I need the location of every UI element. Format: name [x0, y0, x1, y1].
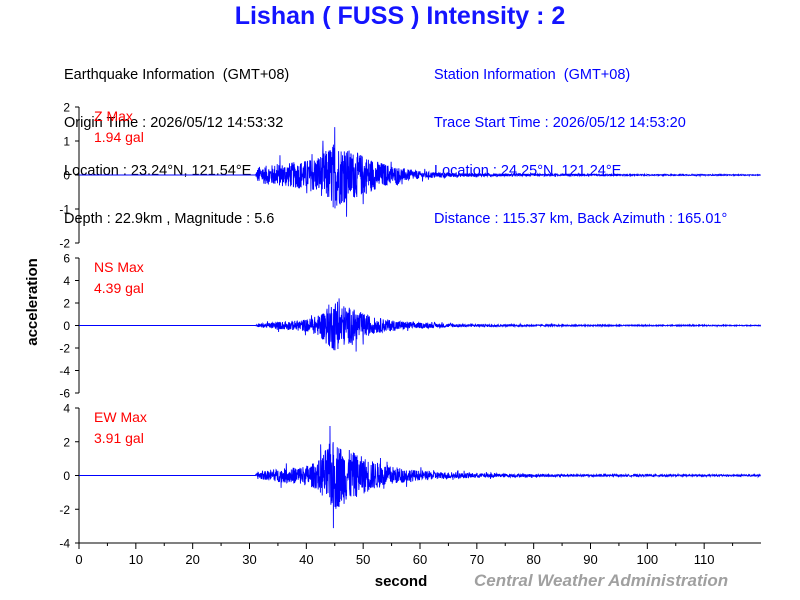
y-tick-label: 1 — [63, 135, 70, 149]
x-tick-label: 40 — [299, 552, 313, 567]
waveform-trace-ew — [79, 425, 762, 529]
distance-azimuth: Distance : 115.37 km, Back Azimuth : 165… — [434, 211, 728, 227]
x-tick-label: 30 — [242, 552, 256, 567]
y-tick-label: 0 — [63, 319, 70, 333]
x-tick-label: 10 — [129, 552, 143, 567]
max-label-ns: NS Max — [94, 259, 144, 275]
page-title: Lishan ( FUSS ) Intensity : 2 — [234, 2, 566, 30]
x-tick-label: 20 — [185, 552, 199, 567]
y-tick-label: 2 — [63, 297, 70, 311]
y-tick-label: 0 — [63, 469, 70, 483]
y-tick-label: -1 — [59, 203, 70, 217]
x-tick-label: 0 — [75, 552, 82, 567]
y-tick-label: 4 — [63, 402, 70, 416]
y-tick-label: 4 — [63, 274, 70, 288]
y-tick-label: -2 — [59, 503, 70, 517]
x-axis-label: second — [375, 573, 428, 590]
max-label-ew: EW Max — [94, 409, 147, 425]
agency-credit: Central Weather Administration — [474, 571, 729, 590]
max-value-ew: 3.91 gal — [94, 430, 144, 446]
y-tick-label: -6 — [59, 387, 70, 401]
earthquake-info: Earthquake Information (GMT+08) Origin T… — [64, 35, 289, 259]
earthquake-info-heading: Earthquake Information (GMT+08) — [64, 67, 290, 83]
max-value-z: 1.94 gal — [94, 129, 144, 145]
x-tick-label: 100 — [636, 552, 658, 567]
x-tick-label: 110 — [694, 552, 715, 567]
panel-ns: -6 -4 -2 0 2 4 6 NS Max 4.39 gal — [59, 252, 762, 401]
x-axis: 0 10 20 30 40 50 60 70 80 90 100 110 — [75, 542, 761, 567]
x-tick-label: 70 — [470, 552, 484, 567]
y-tick-label: -2 — [59, 342, 70, 356]
y-tick-label: 0 — [63, 169, 70, 183]
y-tick-label: 2 — [63, 101, 70, 115]
y-axis-label: acceleration — [24, 258, 41, 346]
max-label-z: Z Max — [94, 108, 133, 124]
x-tick-label: 50 — [356, 552, 370, 567]
trace-start-time: Trace Start Time : 2026/05/12 14:53:20 — [434, 115, 686, 131]
waveform-trace-ns — [79, 298, 762, 352]
y-tick-label: -4 — [59, 364, 70, 378]
x-tick-label: 80 — [526, 552, 540, 567]
y-tick-label: -4 — [59, 537, 70, 551]
x-tick-label: 90 — [583, 552, 597, 567]
y-tick-label: 2 — [63, 435, 70, 449]
waveform-trace-z — [79, 127, 761, 217]
max-value-ns: 4.39 gal — [94, 280, 144, 296]
station-info-heading: Station Information (GMT+08) — [434, 67, 631, 83]
y-tick-label: -2 — [59, 237, 70, 251]
x-tick-label: 60 — [413, 552, 427, 567]
panel-ew: -4 -2 0 2 4 EW Max 3.91 gal — [59, 402, 762, 551]
origin-time: Origin Time : 2026/05/12 14:53:32 — [64, 115, 284, 131]
y-tick-label: 6 — [63, 252, 70, 266]
panel-z: -2 -1 0 1 2 Z Max 1.94 gal — [59, 101, 761, 251]
depth-magnitude: Depth : 22.9km , Magnitude : 5.6 — [64, 211, 275, 227]
